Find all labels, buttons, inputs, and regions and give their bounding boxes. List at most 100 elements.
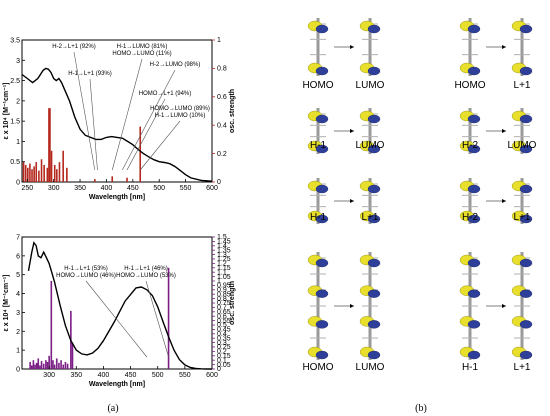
y-tick-label: 3 [16, 58, 20, 65]
osc-bar [52, 360, 54, 369]
x-tick-label: 500 [152, 372, 164, 379]
x-tick-label: 400 [101, 185, 113, 192]
orbital-image-homo [307, 18, 329, 76]
osc-bar [46, 167, 49, 182]
transition-arrowhead [502, 199, 506, 203]
y-tick-label: 0.5 [10, 159, 20, 166]
absorption-spectrum-line [27, 241, 212, 370]
orbital-label-to: LUMO [356, 80, 385, 91]
orbital-image-l+1 [511, 18, 533, 76]
x-tick-label: 350 [74, 185, 86, 192]
osc-bar [64, 361, 67, 369]
osc-bar [53, 364, 56, 369]
orbital-lobe-negative [315, 66, 329, 76]
y2-tick-label: 0.3 [217, 340, 227, 347]
y-tick-label: 2 [16, 329, 20, 336]
orbital-label-from: H-1 [310, 212, 327, 223]
orbital-lobe-negative [467, 289, 481, 298]
osc-bar [62, 364, 65, 369]
y2-tick-label: 0.25 [217, 344, 231, 351]
orbital-label-to: L+1 [362, 212, 379, 223]
y2-tick-label: 0.15 [217, 353, 231, 360]
y2-tick-label: 0 [217, 366, 221, 373]
orbital-lobe-negative [519, 289, 533, 298]
x-tick-label: 550 [179, 372, 191, 379]
osc-bar [38, 170, 40, 182]
orbital-label-from: H-1 [310, 140, 327, 151]
y2-tick-label: 0.8 [217, 296, 227, 303]
orbital-lobe-negative [467, 258, 481, 268]
y2-tick-label: 0.85 [217, 291, 231, 298]
y2-tick-label: 1.45 [217, 239, 231, 246]
osc-bar [42, 363, 45, 369]
osc-bar [55, 358, 58, 369]
orbital-lobe-negative [315, 24, 329, 34]
osc-bar [35, 362, 38, 369]
plot-frame [21, 236, 213, 370]
orbital-image-lumo [359, 18, 381, 76]
osc-bar [29, 361, 31, 369]
x-tick-label: 250 [21, 185, 33, 192]
osc-bar [53, 164, 56, 182]
orbital-label-to: LUMO [356, 140, 385, 151]
y-tick-label: 4 [16, 291, 20, 298]
orbital-label-to: L+1 [514, 362, 531, 373]
orbital-lobe-negative [467, 114, 481, 124]
osc-bar [39, 365, 41, 369]
orbital-label-from: H-2 [462, 140, 479, 151]
orbital-lobe-negative [467, 214, 481, 224]
orbital-lobe-negative [315, 144, 329, 154]
transition-annotation: HOMO→LUMO (11%) [112, 51, 171, 57]
y2-tick-label: 1.35 [217, 247, 231, 254]
transition-annotation: H-1→L+1 (53%) [64, 266, 108, 272]
orbital-lobe-negative [367, 258, 381, 268]
y-tick-label: 1.5 [10, 119, 20, 126]
y2-tick-label: 0.05 [217, 362, 231, 369]
orbital-image-l+1 [359, 178, 381, 224]
orbital-image-lumo [511, 108, 533, 154]
orbital-image-h-2 [459, 108, 481, 154]
y2-tick-label: 0.95 [217, 283, 231, 290]
orbital-label-to: LUMO [508, 140, 537, 151]
transition-arrowhead [502, 129, 506, 133]
panel-label-a: (a) [107, 403, 118, 414]
orbital-image-homo [459, 18, 481, 76]
annotation-arrow [111, 58, 143, 171]
orbital-label-to: L+1 [514, 80, 531, 91]
osc-bar [66, 167, 68, 182]
osc-bar [58, 162, 61, 182]
x-tick-label: 600 [206, 372, 218, 379]
y2-tick-label: 0.6 [217, 313, 227, 320]
orbital-lobe-negative [315, 258, 329, 268]
annotation-arrow [126, 98, 166, 171]
osc-bar [40, 361, 43, 369]
transition-annotation: HOMO→LUMO (53%) [116, 273, 176, 279]
y2-tick-label: 0.2 [217, 349, 227, 356]
y-tick-label: 3.5 [10, 38, 20, 45]
osc-bar [139, 126, 142, 182]
plot-frame [21, 39, 213, 183]
y-tick-label: 0 [16, 367, 20, 374]
osc-bar [46, 361, 49, 369]
orbital-label-from: H-2 [462, 212, 479, 223]
y2-tick-label: 0.4 [217, 331, 227, 338]
orbital-image-h-1 [307, 178, 329, 224]
orbital-label-to: L+1 [514, 212, 531, 223]
osc-bar [48, 108, 51, 182]
y-tick-label: 1 [16, 139, 20, 146]
osc-bar [34, 364, 36, 369]
orbital-lobe-negative [467, 350, 481, 360]
x-tick-label: 550 [180, 185, 192, 192]
osc-bar [94, 179, 96, 182]
osc-bar [40, 159, 43, 182]
osc-bar [29, 163, 31, 182]
y-tick-label: 5 [16, 272, 20, 279]
y2-tick-label: 1.4 [217, 243, 227, 250]
orbital-image-h-1 [459, 252, 481, 360]
orbital-lobe-negative [467, 184, 481, 194]
osc-bar [50, 281, 53, 369]
osc-bar [48, 355, 50, 369]
osc-bar [32, 360, 35, 369]
osc-bar [60, 360, 62, 369]
absorption-spectrum-line [21, 67, 213, 182]
